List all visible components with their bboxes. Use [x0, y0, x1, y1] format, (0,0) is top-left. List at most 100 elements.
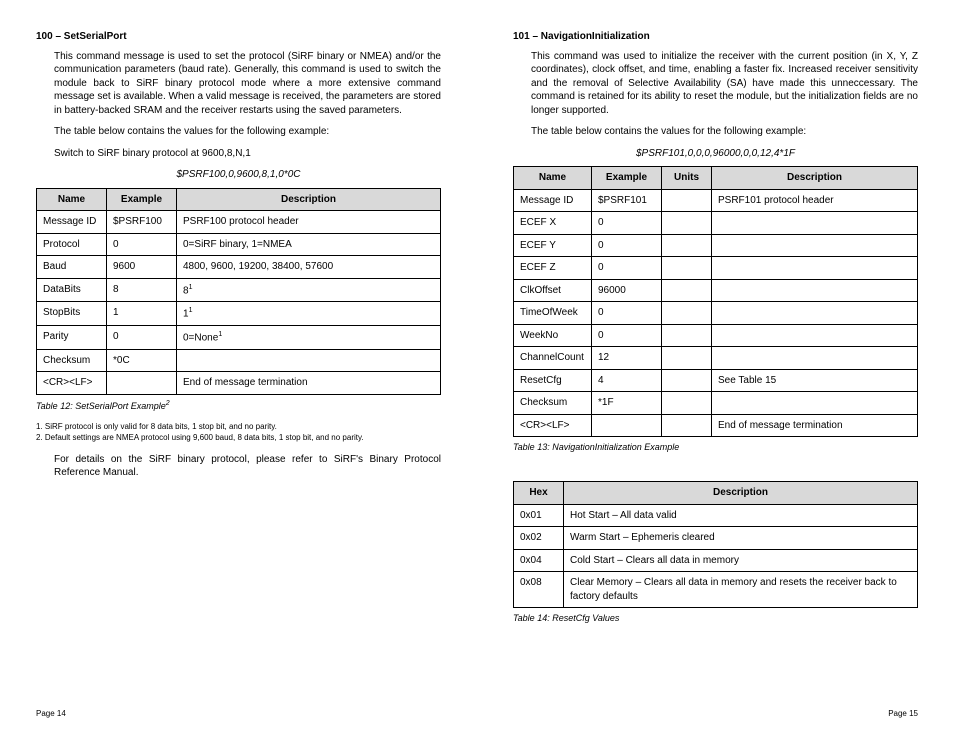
table-cell: $PSRF100	[107, 211, 177, 234]
table-cell: See Table 15	[712, 369, 918, 392]
table-cell	[662, 324, 712, 347]
table-cell: 11	[177, 302, 441, 326]
table-cell	[712, 392, 918, 415]
table-cell: PSRF101 protocol header	[712, 189, 918, 212]
table-cell: 1	[107, 302, 177, 326]
right-p2: The table below contains the values for …	[531, 125, 918, 139]
table-row: 0x02Warm Start – Ephemeris cleared	[514, 527, 918, 550]
table-cell: Message ID	[514, 189, 592, 212]
th-units: Units	[662, 167, 712, 190]
table-cell	[662, 369, 712, 392]
caption-12-text: Table 12: SetSerialPort Example	[36, 401, 166, 411]
footnotes: 1. SiRF protocol is only valid for 8 dat…	[36, 422, 441, 443]
table-row: Name Example Description	[37, 188, 441, 211]
table-cell	[662, 279, 712, 302]
table-13-wrap: Name Example Units Description Message I…	[513, 166, 918, 437]
table-cell: <CR><LF>	[514, 414, 592, 437]
table-row: Message ID$PSRF100PSRF100 protocol heade…	[37, 211, 441, 234]
table-row: ECEF Z0	[514, 257, 918, 280]
table-cell: 0x04	[514, 549, 564, 572]
table-cell: Message ID	[37, 211, 107, 234]
table-row: Name Example Units Description	[514, 167, 918, 190]
table-row: ECEF X0	[514, 212, 918, 235]
table-cell: Baud	[37, 256, 107, 279]
page-number-right: Page 15	[888, 709, 918, 718]
table-cell	[712, 347, 918, 370]
table-cell	[662, 392, 712, 415]
table-cell: TimeOfWeek	[514, 302, 592, 325]
page: 100 – SetSerialPort This command message…	[0, 0, 954, 738]
th-name: Name	[37, 188, 107, 211]
table-cell: 96000	[592, 279, 662, 302]
table-cell: 0	[592, 234, 662, 257]
right-p1: This command was used to initialize the …	[531, 50, 918, 118]
table-cell: 12	[592, 347, 662, 370]
caption-table-13: Table 13: NavigationInitialization Examp…	[513, 441, 918, 453]
table-14: Hex Description 0x01Hot Start – All data…	[513, 481, 918, 608]
sup: 1	[218, 331, 222, 338]
table-cell	[662, 189, 712, 212]
table-cell	[662, 347, 712, 370]
table-cell: 0	[592, 302, 662, 325]
table-cell: DataBits	[37, 278, 107, 302]
table-row: Message ID$PSRF101PSRF101 protocol heade…	[514, 189, 918, 212]
table-row: Checksum*1F	[514, 392, 918, 415]
table-cell	[662, 212, 712, 235]
table-cell: 8	[107, 278, 177, 302]
th-example: Example	[592, 167, 662, 190]
table-cell: End of message termination	[177, 372, 441, 395]
heading-101: 101 – NavigationInitialization	[513, 30, 918, 44]
table-cell: 0x02	[514, 527, 564, 550]
table-12: Name Example Description Message ID$PSRF…	[36, 188, 441, 395]
right-column: 101 – NavigationInitialization This comm…	[477, 30, 954, 738]
left-p3: Switch to SiRF binary protocol at 9600,8…	[54, 147, 441, 161]
table-cell	[662, 234, 712, 257]
heading-100: 100 – SetSerialPort	[36, 30, 441, 44]
table-row: 0x08Clear Memory – Clears all data in me…	[514, 572, 918, 608]
table-cell	[592, 414, 662, 437]
table-cell: 4	[592, 369, 662, 392]
table-cell: Parity	[37, 326, 107, 350]
table-row: Hex Description	[514, 482, 918, 505]
table-cell: Warm Start – Ephemeris cleared	[564, 527, 918, 550]
left-p4: For details on the SiRF binary protocol,…	[54, 453, 441, 480]
table-row: Baud96004800, 9600, 19200, 38400, 57600	[37, 256, 441, 279]
table-cell: 0=SiRF binary, 1=NMEA	[177, 233, 441, 256]
table-cell	[712, 212, 918, 235]
th-example: Example	[107, 188, 177, 211]
footnote-2: 2. Default settings are NMEA protocol us…	[36, 433, 441, 443]
table-cell	[662, 414, 712, 437]
th-description: Description	[564, 482, 918, 505]
table-cell: Cold Start – Clears all data in memory	[564, 549, 918, 572]
table-cell: <CR><LF>	[37, 372, 107, 395]
page-number-left: Page 14	[36, 709, 66, 718]
table-row: Protocol00=SiRF binary, 1=NMEA	[37, 233, 441, 256]
table-cell: *1F	[592, 392, 662, 415]
table-cell: 0	[592, 324, 662, 347]
footnote-1: 1. SiRF protocol is only valid for 8 dat…	[36, 422, 441, 432]
left-example-line: $PSRF100,0,9600,8,1,0*0C	[36, 168, 441, 182]
left-p1: This command message is used to set the …	[54, 50, 441, 118]
table-row: 0x04Cold Start – Clears all data in memo…	[514, 549, 918, 572]
th-name: Name	[514, 167, 592, 190]
table-cell	[712, 302, 918, 325]
table-cell: 0	[107, 233, 177, 256]
sup: 1	[189, 307, 193, 314]
table-cell: 0x01	[514, 504, 564, 527]
caption-12-sup: 2	[166, 400, 170, 407]
table-cell: Checksum	[514, 392, 592, 415]
table-row: 0x01Hot Start – All data valid	[514, 504, 918, 527]
table-row: WeekNo0	[514, 324, 918, 347]
right-example-line: $PSRF101,0,0,0,96000,0,0,12,4*1F	[513, 147, 918, 161]
table-row: ResetCfg4See Table 15	[514, 369, 918, 392]
table-row: <CR><LF> End of message termination	[37, 372, 441, 395]
table-row: ClkOffset96000	[514, 279, 918, 302]
table-cell: ECEF Y	[514, 234, 592, 257]
table-row: ChannelCount12	[514, 347, 918, 370]
caption-table-12: Table 12: SetSerialPort Example2	[36, 399, 441, 412]
left-p2: The table below contains the values for …	[54, 125, 441, 139]
table-cell	[177, 349, 441, 372]
table-14-wrap: Hex Description 0x01Hot Start – All data…	[513, 481, 918, 608]
table-row: TimeOfWeek0	[514, 302, 918, 325]
table-cell: ECEF Z	[514, 257, 592, 280]
